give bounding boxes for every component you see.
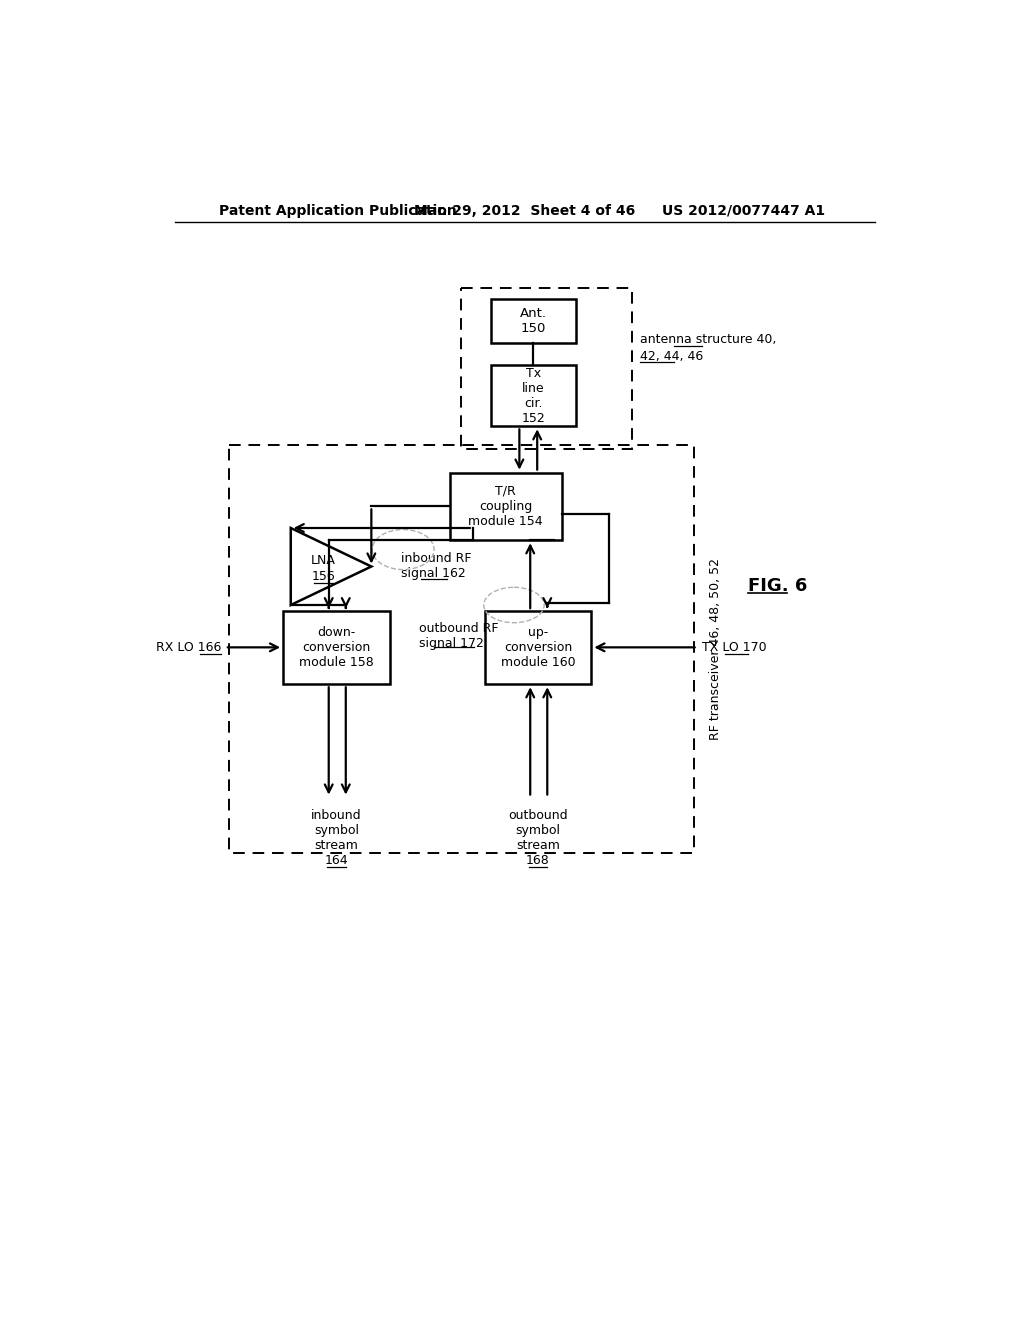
Text: RF transceiver 46, 48, 50, 52: RF transceiver 46, 48, 50, 52 [709,558,722,741]
Text: FIG. 6: FIG. 6 [748,577,807,595]
Bar [490,364,575,426]
Polygon shape [291,528,372,605]
Text: Tx
line
cir.
152: Tx line cir. 152 [521,367,545,425]
Text: 156: 156 [311,570,335,583]
Bar [283,611,390,684]
Bar [484,611,592,684]
Text: down-
conversion
module 158: down- conversion module 158 [299,626,374,669]
Bar [228,445,693,853]
Text: Patent Application Publication: Patent Application Publication [219,203,457,218]
Bar [461,288,632,449]
Text: inbound RF
signal 162: inbound RF signal 162 [400,553,471,581]
Text: Mar. 29, 2012  Sheet 4 of 46: Mar. 29, 2012 Sheet 4 of 46 [414,203,636,218]
Text: T/R
coupling
module 154: T/R coupling module 154 [469,484,543,528]
Text: US 2012/0077447 A1: US 2012/0077447 A1 [663,203,825,218]
Text: LNA: LNA [311,554,336,566]
Text: 42, 44, 46: 42, 44, 46 [640,350,702,363]
Text: inbound
symbol
stream
164: inbound symbol stream 164 [311,809,361,867]
Bar [450,473,562,540]
Text: Ant.
150: Ant. 150 [520,306,547,335]
Bar [490,298,575,343]
Text: antenna structure 40,: antenna structure 40, [640,333,776,346]
Text: outbound
symbol
stream
168: outbound symbol stream 168 [508,809,567,867]
Text: up-
conversion
module 160: up- conversion module 160 [501,626,575,669]
Text: outbound RF
signal 172: outbound RF signal 172 [419,622,498,649]
Text: RX LO 166: RX LO 166 [156,640,221,653]
Text: TX LO 170: TX LO 170 [701,640,766,653]
